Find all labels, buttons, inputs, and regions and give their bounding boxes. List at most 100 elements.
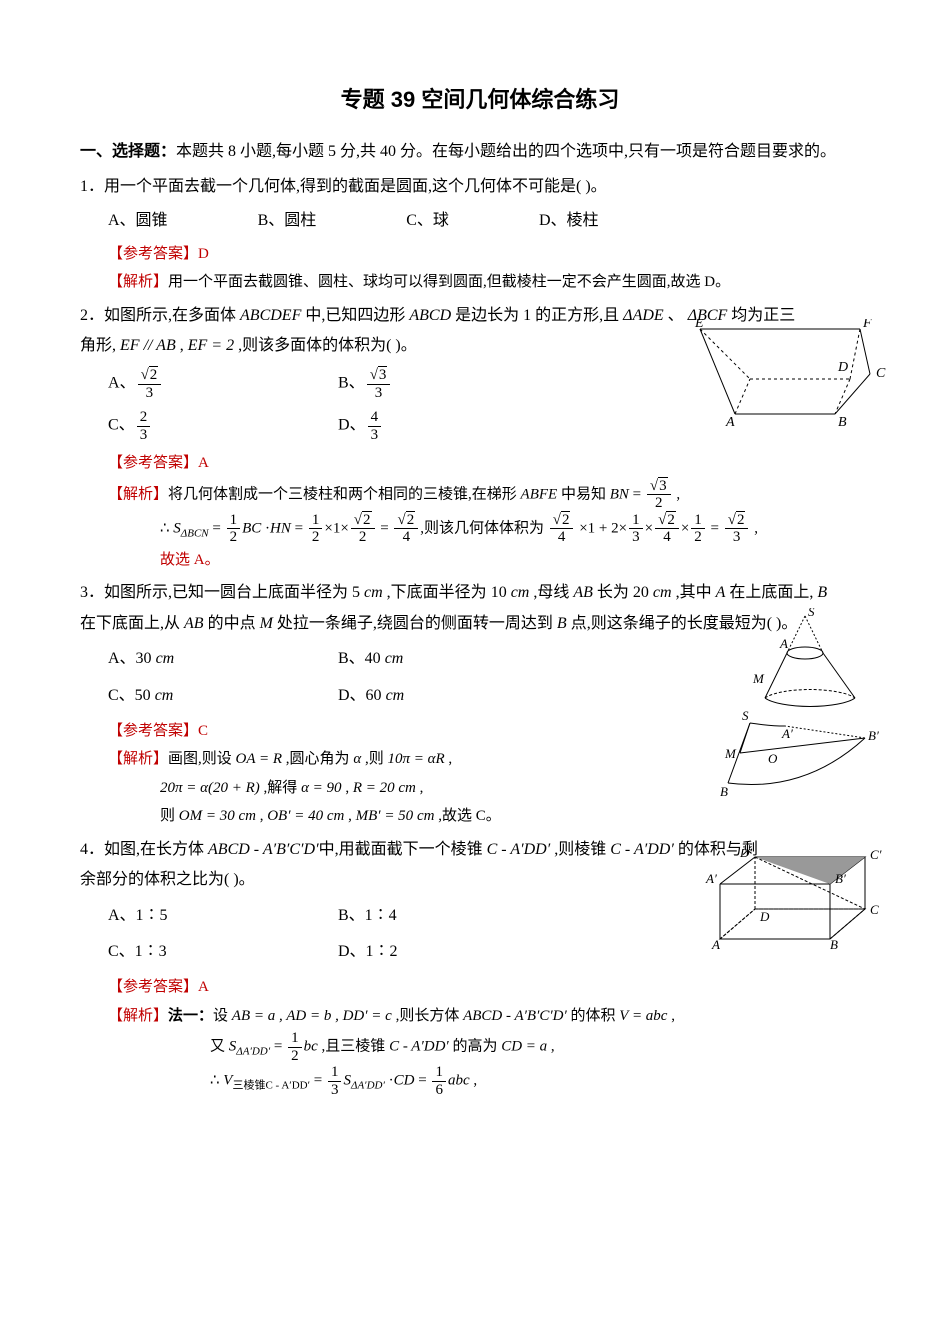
n: 3 — [378, 366, 388, 383]
n: 2 — [736, 511, 746, 528]
n: 1 — [309, 512, 323, 530]
d: 4 — [555, 529, 569, 546]
m: MB′ = 50 — [356, 808, 414, 824]
n: 2 — [561, 511, 571, 528]
t: = — [414, 1073, 430, 1089]
d: 4 — [400, 529, 414, 546]
d: 2 — [288, 1048, 302, 1065]
q3-opt-a: A、30 cm — [108, 645, 338, 674]
n: 2 — [666, 511, 676, 528]
m: B — [817, 584, 827, 601]
m: ΔBCN — [181, 527, 209, 539]
q4-opt-a: A、1∶5 — [108, 902, 338, 931]
d: 2 — [652, 495, 666, 512]
t: 处拉一条绳子,绕圆台的侧面转一周达到 — [273, 615, 557, 632]
t: ,则该多面体的体积为( )。 — [234, 337, 417, 354]
m: EF = 2 — [188, 337, 234, 354]
n: 1 — [629, 512, 643, 530]
l: A — [779, 636, 788, 651]
d: 3 — [137, 427, 151, 444]
d: 6 — [432, 1082, 446, 1099]
u: cm — [238, 808, 256, 824]
q1-analysis-text: 用一个平面去截圆锥、圆柱、球均可以得到圆面,但截棱柱一定不会产生圆面,故选 D。 — [168, 274, 730, 290]
question-2: 2．如图所示,在多面体 ABCDEF 中,已知四边形 ABCD 是边长为 1 的… — [80, 301, 880, 575]
n: 2 — [406, 511, 416, 528]
m: ABCD — [409, 307, 451, 324]
lbl: F — [862, 319, 872, 331]
p: B、 — [338, 375, 365, 392]
t: = — [707, 520, 723, 536]
t: B、40 — [338, 650, 381, 667]
n: 1 — [691, 512, 705, 530]
t: ∴ — [210, 1073, 223, 1089]
q4-opt-d: D、1∶2 — [338, 938, 568, 967]
n: 1 — [227, 512, 241, 530]
m: CD = a — [501, 1039, 547, 1055]
m: R = 20 — [353, 780, 395, 796]
t: 余部分的体积之比为( )。 — [80, 871, 255, 888]
t: = — [377, 520, 393, 536]
m: S — [343, 1073, 351, 1089]
t: ,下底面半径为 — [383, 584, 491, 601]
m: AB = a , AD = b , DD′ = c — [232, 1008, 392, 1024]
q2-opt-c: C、23 — [108, 409, 338, 443]
n: 1 — [288, 1030, 302, 1048]
u: cm — [417, 808, 435, 824]
q2-figure: E F A B C D — [690, 319, 890, 429]
u: cm — [398, 780, 416, 796]
lbl: D — [837, 360, 848, 375]
t: ,解得 — [260, 780, 301, 796]
l: A — [711, 937, 720, 949]
q3-opt-c: C、50 cm — [108, 682, 338, 711]
m: BN — [610, 486, 629, 502]
q3-opt-d: D、60 cm — [338, 682, 568, 711]
d: 3 — [143, 385, 157, 402]
u: cm — [653, 584, 672, 601]
t: 设 — [213, 1008, 232, 1024]
t: , — [445, 751, 453, 767]
q2-opt-a: A、23 — [108, 367, 338, 401]
lbl: C — [876, 366, 886, 381]
m: bc — [304, 1039, 318, 1055]
m: A — [716, 584, 726, 601]
t: 角形, — [80, 337, 120, 354]
p: D、 — [338, 417, 366, 434]
t: A、30 — [108, 650, 152, 667]
l: C — [870, 902, 879, 917]
n: 3 — [658, 477, 668, 494]
l: B — [830, 937, 838, 949]
t: ,且三棱锥 — [318, 1039, 389, 1055]
m: HN — [270, 520, 291, 536]
t: 4．如图,在长方体 — [80, 841, 208, 858]
t: ,故选 C。 — [434, 808, 500, 824]
t: 中,已知四边形 — [301, 307, 409, 324]
l: M — [752, 671, 765, 686]
u: cm — [156, 650, 175, 667]
t: 又 — [210, 1039, 229, 1055]
l: O — [768, 751, 778, 766]
m: BC — [242, 520, 261, 536]
question-4: 4．如图,在长方体 ABCD - A′B′C′D′中,用截面截下一个棱锥 C -… — [80, 835, 880, 1098]
t: 故选 A。 — [160, 552, 220, 568]
l: D — [759, 909, 770, 924]
t: 中,用截面截下一个棱锥 — [319, 841, 487, 858]
d: 2 — [691, 529, 705, 546]
q4-opt-c: C、1∶3 — [108, 938, 338, 967]
t: , — [470, 1073, 478, 1089]
t: ,母线 — [529, 584, 573, 601]
m: OM = 30 — [179, 808, 235, 824]
q1-opt-d: D、棱柱 — [539, 207, 599, 236]
t: 、 — [664, 307, 688, 324]
t: ,其中 — [672, 584, 716, 601]
u: cm — [364, 584, 383, 601]
q4-analysis-l2: 又 SΔA′DD′ = 12bc ,且三棱锥 C - A′DD′ 的高为 CD … — [80, 1030, 880, 1064]
d: 3 — [328, 1082, 342, 1099]
l: M — [724, 746, 737, 761]
m: 20 — [633, 584, 649, 601]
n: 1 — [432, 1064, 446, 1082]
t: 2．如图所示,在多面体 — [80, 307, 240, 324]
q2-answer: 【参考答案】A — [80, 449, 880, 478]
t: 将几何体割成一个三棱柱和两个相同的三棱锥,在梯形 — [168, 486, 521, 502]
n: 4 — [368, 409, 382, 427]
l: S — [742, 708, 749, 723]
